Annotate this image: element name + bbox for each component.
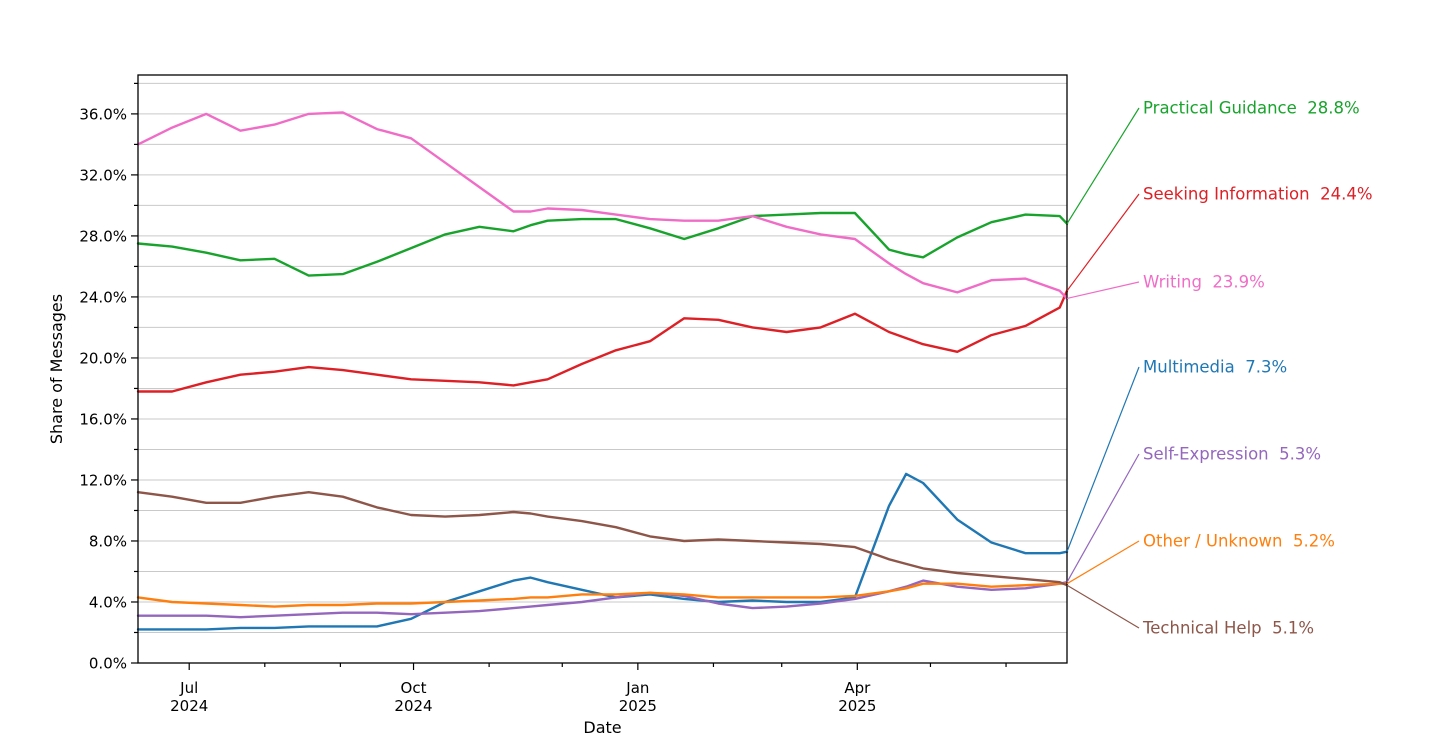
x-tick-label-year: 2025 [619, 697, 657, 715]
y-tick-label: 32.0% [79, 166, 127, 184]
series-line-seeking-information [136, 289, 1069, 393]
legend-annotation-multimedia: Multimedia 7.3% [1143, 358, 1287, 377]
series-line-technical-help [136, 491, 1069, 587]
legend-annotation-other-unknown: Other / Unknown 5.2% [1143, 532, 1335, 551]
legend-annotation-writing: Writing 23.9% [1143, 273, 1265, 292]
x-axis-title: Date [583, 718, 621, 737]
leader-line-self-expression [1066, 453, 1140, 583]
x-tick-label-year: 2024 [394, 697, 432, 715]
x-tick-label-year: 2024 [170, 697, 208, 715]
y-tick-label: 8.0% [89, 532, 127, 550]
legend-annotation-technical-help: Technical Help 5.1% [1142, 619, 1314, 638]
series-line-self-expression [136, 579, 1069, 619]
x-tick-label-month: Jul [179, 679, 198, 697]
leader-line-practical-guidance [1066, 107, 1140, 225]
plot-border [137, 74, 1068, 664]
series-line-writing [136, 111, 1069, 300]
legend-annotation-self-expression: Self-Expression 5.3% [1143, 445, 1321, 464]
y-tick-label: 0.0% [89, 655, 127, 673]
x-tick-label-month: Apr [844, 679, 871, 697]
x-tick-label-month: Jan [625, 679, 649, 697]
series-line-other-unknown [136, 582, 1069, 608]
x-tick-label-year: 2025 [838, 697, 876, 715]
leader-line-writing [1066, 281, 1140, 300]
leader-line-seeking-information [1066, 193, 1140, 292]
y-tick-label: 16.0% [79, 410, 127, 428]
leader-line-technical-help [1066, 584, 1140, 629]
y-tick-label: 20.0% [79, 349, 127, 367]
y-axis-title: Share of Messages [47, 294, 66, 444]
leader-line-other-unknown [1066, 540, 1140, 585]
y-tick-label: 4.0% [89, 593, 127, 611]
y-tick-label: 28.0% [79, 227, 127, 245]
series-line-practical-guidance [136, 211, 1069, 277]
legend-annotation-seeking-information: Seeking Information 24.4% [1143, 185, 1373, 204]
y-tick-label: 12.0% [79, 471, 127, 489]
legend-annotation-practical-guidance: Practical Guidance 28.8% [1143, 99, 1360, 118]
x-tick-label-month: Oct [401, 679, 427, 697]
leader-line-multimedia [1066, 366, 1140, 552]
y-tick-label: 24.0% [79, 288, 127, 306]
y-tick-label: 36.0% [79, 105, 127, 123]
